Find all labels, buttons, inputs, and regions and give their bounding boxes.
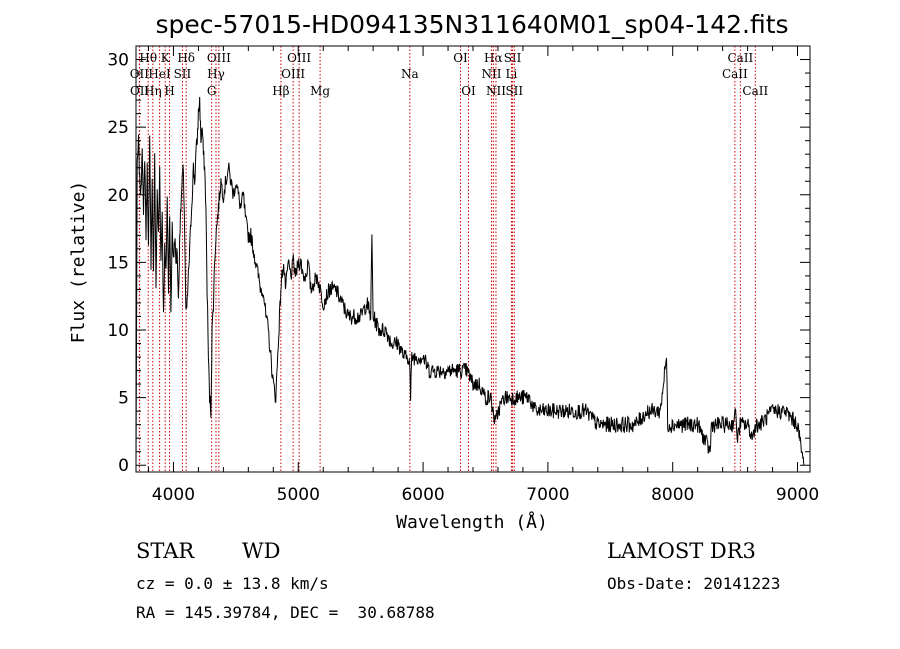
marker-label-19: Hα xyxy=(484,51,503,65)
y-tick-label-30: 30 xyxy=(107,51,129,71)
marker-label-9: OIII xyxy=(207,51,231,65)
survey-name: LAMOST DR3 xyxy=(607,539,756,563)
flux-series-line xyxy=(135,96,805,466)
y-axis-title: Flux (relative) xyxy=(68,181,89,344)
x-axis-title: Wavelength (Å) xyxy=(396,511,548,533)
marker-label-0: Hθ xyxy=(139,51,157,65)
marker-label-7: SII xyxy=(174,67,192,81)
x-tick-label-6000: 6000 xyxy=(401,485,444,505)
marker-label-25: CaII xyxy=(727,51,753,65)
marker-label-27: CaII xyxy=(742,84,768,98)
marker-label-23: Li xyxy=(506,67,518,81)
x-tick-label-9000: 9000 xyxy=(776,485,819,505)
y-tick-label-10: 10 xyxy=(107,321,129,341)
chart-title: spec-57015-HD094135N311640M01_sp04-142.f… xyxy=(155,10,788,39)
marker-label-26: CaII xyxy=(722,67,748,81)
x-tick-label-4000: 4000 xyxy=(152,485,195,505)
marker-label-10: Hγ xyxy=(207,67,225,81)
marker-label-11: G xyxy=(207,84,217,98)
marker-label-5: K xyxy=(161,51,171,65)
marker-label-15: Mg xyxy=(310,84,330,98)
y-tick-label-20: 20 xyxy=(107,186,129,206)
marker-label-18: OI xyxy=(461,84,476,98)
marker-label-2: OII xyxy=(130,84,150,98)
marker-label-20: NII xyxy=(481,67,501,81)
x-tick-label-5000: 5000 xyxy=(277,485,320,505)
y-tick-label-15: 15 xyxy=(107,253,129,273)
x-axis: 4000 5000 6000 7000 8000 9000 xyxy=(147,46,819,505)
obs-date-text: Obs-Date: 20141223 xyxy=(607,574,781,593)
y-axis: 0 5 10 15 20 25 30 xyxy=(107,51,810,476)
y-tick-label-25: 25 xyxy=(107,118,129,138)
y-tick-label-5: 5 xyxy=(118,389,129,409)
marker-label-22: SII xyxy=(504,51,522,65)
marker-label-4: HeI xyxy=(148,67,171,81)
marker-label-21: NII xyxy=(486,84,506,98)
x-tick-label-7000: 7000 xyxy=(526,485,569,505)
marker-label-6: H xyxy=(164,84,174,98)
marker-label-12: Hβ xyxy=(272,84,289,98)
marker-label-3: Hη xyxy=(144,84,162,98)
plot-frame xyxy=(135,45,811,473)
x-tick-label-8000: 8000 xyxy=(651,485,694,505)
marker-label-13: OIII xyxy=(287,51,311,65)
redshift-text: cz = 0.0 ± 13.8 km/s xyxy=(136,574,329,593)
y-tick-label-0: 0 xyxy=(118,456,129,476)
marker-label-14: OIII xyxy=(281,67,305,81)
object-class: STAR xyxy=(136,539,195,563)
object-subclass: WD xyxy=(242,539,281,563)
marker-label-24: SII xyxy=(505,84,523,98)
marker-label-16: Na xyxy=(401,67,419,81)
marker-label-8: Hδ xyxy=(177,51,195,65)
coordinates-text: RA = 145.39784, DEC = 30.68788 xyxy=(136,603,435,622)
marker-label-17: OI xyxy=(453,51,468,65)
